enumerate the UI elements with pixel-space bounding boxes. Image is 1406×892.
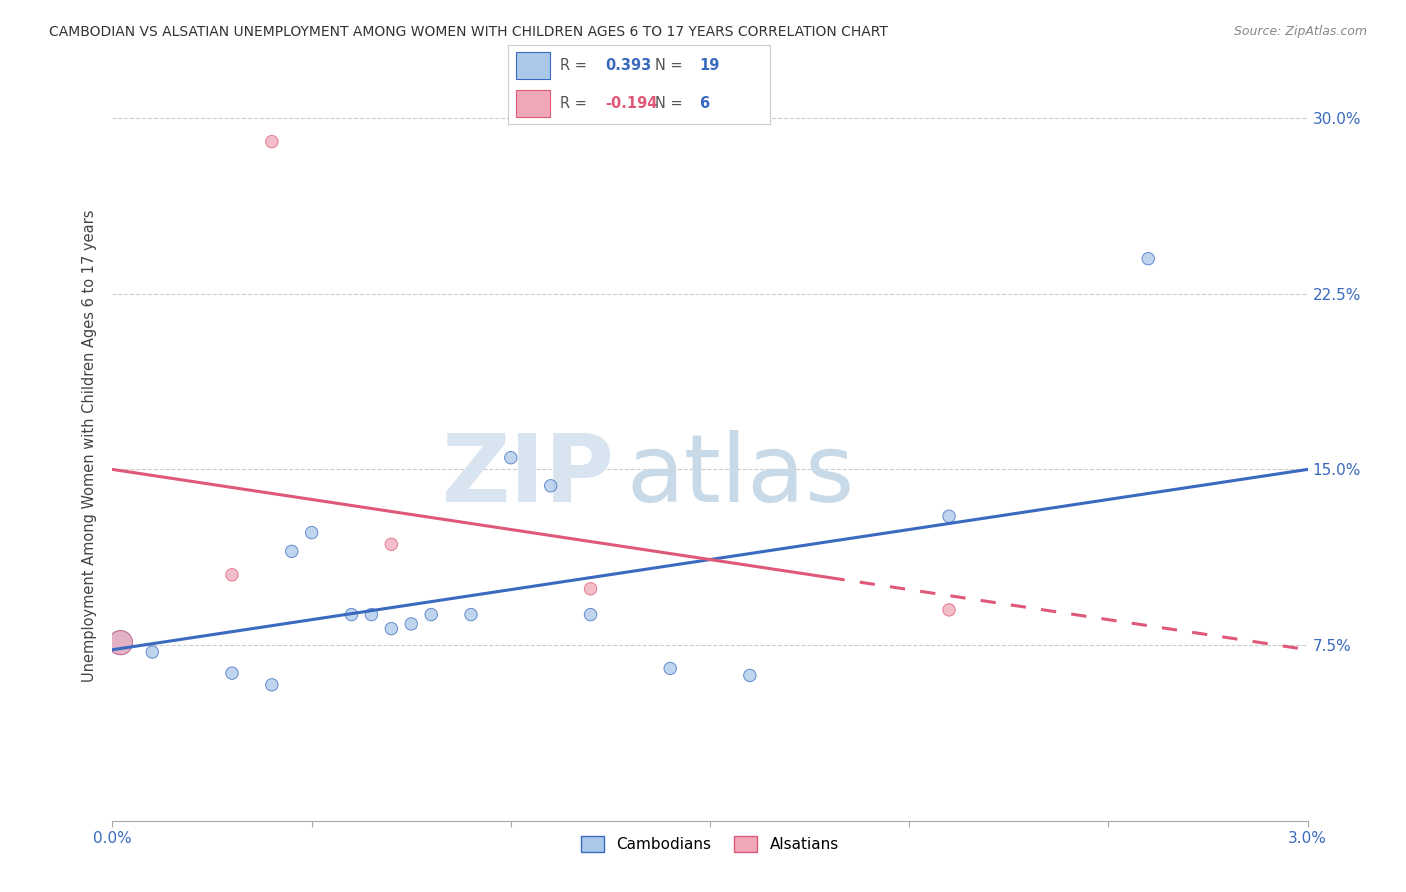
Point bbox=[938, 603, 960, 617]
Point bbox=[360, 607, 382, 622]
Point bbox=[380, 622, 402, 636]
Point bbox=[1137, 252, 1160, 266]
Text: atlas: atlas bbox=[627, 430, 855, 522]
Point bbox=[938, 509, 960, 524]
Text: CAMBODIAN VS ALSATIAN UNEMPLOYMENT AMONG WOMEN WITH CHILDREN AGES 6 TO 17 YEARS : CAMBODIAN VS ALSATIAN UNEMPLOYMENT AMONG… bbox=[49, 25, 889, 39]
Text: 6: 6 bbox=[699, 96, 709, 112]
Point bbox=[301, 525, 323, 540]
Text: N =: N = bbox=[655, 96, 686, 112]
Point bbox=[141, 645, 163, 659]
Text: R =: R = bbox=[561, 58, 592, 73]
Point bbox=[260, 135, 283, 149]
Text: 19: 19 bbox=[699, 58, 720, 73]
Point bbox=[738, 668, 761, 682]
Point bbox=[579, 582, 602, 596]
Text: 0.393: 0.393 bbox=[605, 58, 651, 73]
Point bbox=[401, 617, 423, 632]
Text: R =: R = bbox=[561, 96, 592, 112]
Point bbox=[340, 607, 363, 622]
Point bbox=[281, 544, 304, 558]
Point bbox=[659, 661, 682, 675]
Text: -0.194: -0.194 bbox=[605, 96, 657, 112]
Bar bbox=[516, 53, 550, 79]
Text: N =: N = bbox=[655, 58, 686, 73]
Point bbox=[380, 537, 402, 551]
Point bbox=[110, 635, 132, 649]
Text: Source: ZipAtlas.com: Source: ZipAtlas.com bbox=[1233, 25, 1367, 38]
Point bbox=[221, 567, 243, 582]
Point bbox=[420, 607, 443, 622]
Point bbox=[540, 479, 562, 493]
Point bbox=[110, 635, 132, 649]
Bar bbox=[516, 90, 550, 117]
Text: ZIP: ZIP bbox=[441, 430, 614, 522]
Point bbox=[579, 607, 602, 622]
Point bbox=[221, 666, 243, 681]
Y-axis label: Unemployment Among Women with Children Ages 6 to 17 years: Unemployment Among Women with Children A… bbox=[82, 210, 97, 682]
Point bbox=[460, 607, 482, 622]
Legend: Cambodians, Alsatians: Cambodians, Alsatians bbox=[575, 830, 845, 858]
Point bbox=[260, 678, 283, 692]
Point bbox=[499, 450, 522, 465]
